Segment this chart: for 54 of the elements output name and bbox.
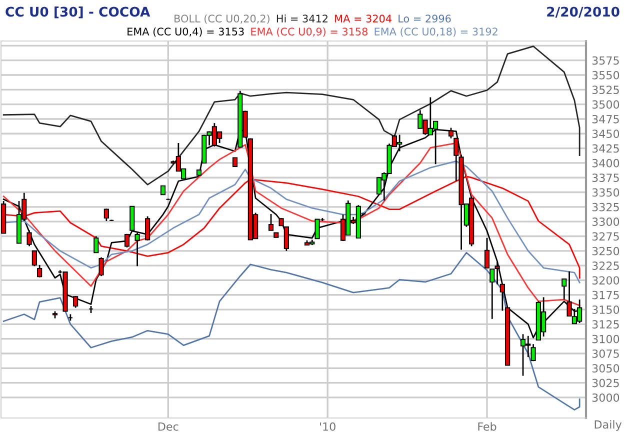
candlestick xyxy=(145,216,150,242)
y-tick-label: 3575 xyxy=(592,56,619,65)
y-tick-label: 3400 xyxy=(592,158,620,168)
y-tick-label: 3225 xyxy=(592,262,619,270)
candlestick xyxy=(98,256,104,277)
candlestick xyxy=(124,233,130,248)
y-tick-label: 3375 xyxy=(592,174,619,182)
y-tick-label: 3325 xyxy=(592,202,619,212)
x-tick-label: Feb xyxy=(478,422,496,431)
chart-subtitle: 2/20/2010 xyxy=(547,6,620,18)
y-tick-label: 3550 xyxy=(592,70,620,80)
line-series xyxy=(2,252,580,410)
text: Hi = 3412 xyxy=(276,14,328,23)
y-tick-label: 3100 xyxy=(592,334,620,344)
y-tick-label: 3075 xyxy=(592,349,619,358)
y-tick-label: 3175 xyxy=(592,290,619,300)
candlestick xyxy=(32,250,37,267)
y-tick-label: 3000 xyxy=(592,393,620,402)
legend-title: BOLL (CC U0,20,2) xyxy=(174,14,270,24)
y-tick-label: 3275 xyxy=(592,232,619,241)
candlestick xyxy=(268,213,274,232)
text: Daily xyxy=(594,420,622,431)
candlestick xyxy=(37,264,42,278)
candlestick xyxy=(104,208,109,222)
candlestick xyxy=(284,226,289,252)
y-tick-label: 3450 xyxy=(592,130,620,138)
candlestick xyxy=(94,236,99,254)
y-tick-label: 3250 xyxy=(592,246,620,256)
y-tick-label: 3475 xyxy=(592,114,619,124)
y-tick-label: 3300 xyxy=(592,218,620,226)
text: EMA (CC U0,4) = 3153 xyxy=(128,27,244,37)
x-tick-label: Dec xyxy=(158,422,178,431)
y-tick-label: 3050 xyxy=(592,364,620,373)
candlestick xyxy=(73,295,78,308)
y-tick-label: 3150 xyxy=(592,306,620,314)
y-tick-label: 3200 xyxy=(592,276,620,285)
text: EMA (CC U0,9) = 3158 xyxy=(251,27,368,37)
chart-title: CC U0 [30] - COCOA xyxy=(6,6,150,18)
y-tick-label: 3425 xyxy=(592,144,619,153)
text: EMA (CC U0,18) = 3192 xyxy=(374,27,498,37)
candlestick xyxy=(484,237,490,269)
x-tick-label: '10 xyxy=(320,422,336,431)
y-tick-label: 3350 xyxy=(592,188,620,197)
y-tick-label: 3025 xyxy=(592,378,619,388)
candlestick xyxy=(134,232,140,267)
candlestick xyxy=(26,230,32,247)
y-tick-label: 3500 xyxy=(592,100,620,109)
y-tick-label: 3525 xyxy=(592,86,619,94)
line-series xyxy=(2,46,580,186)
candlestick xyxy=(500,284,505,312)
candlestick xyxy=(562,278,567,300)
y-tick-label: 3125 xyxy=(592,320,619,329)
text: Lo = 2996 xyxy=(398,14,451,23)
text: MA = 3204 xyxy=(335,14,392,23)
